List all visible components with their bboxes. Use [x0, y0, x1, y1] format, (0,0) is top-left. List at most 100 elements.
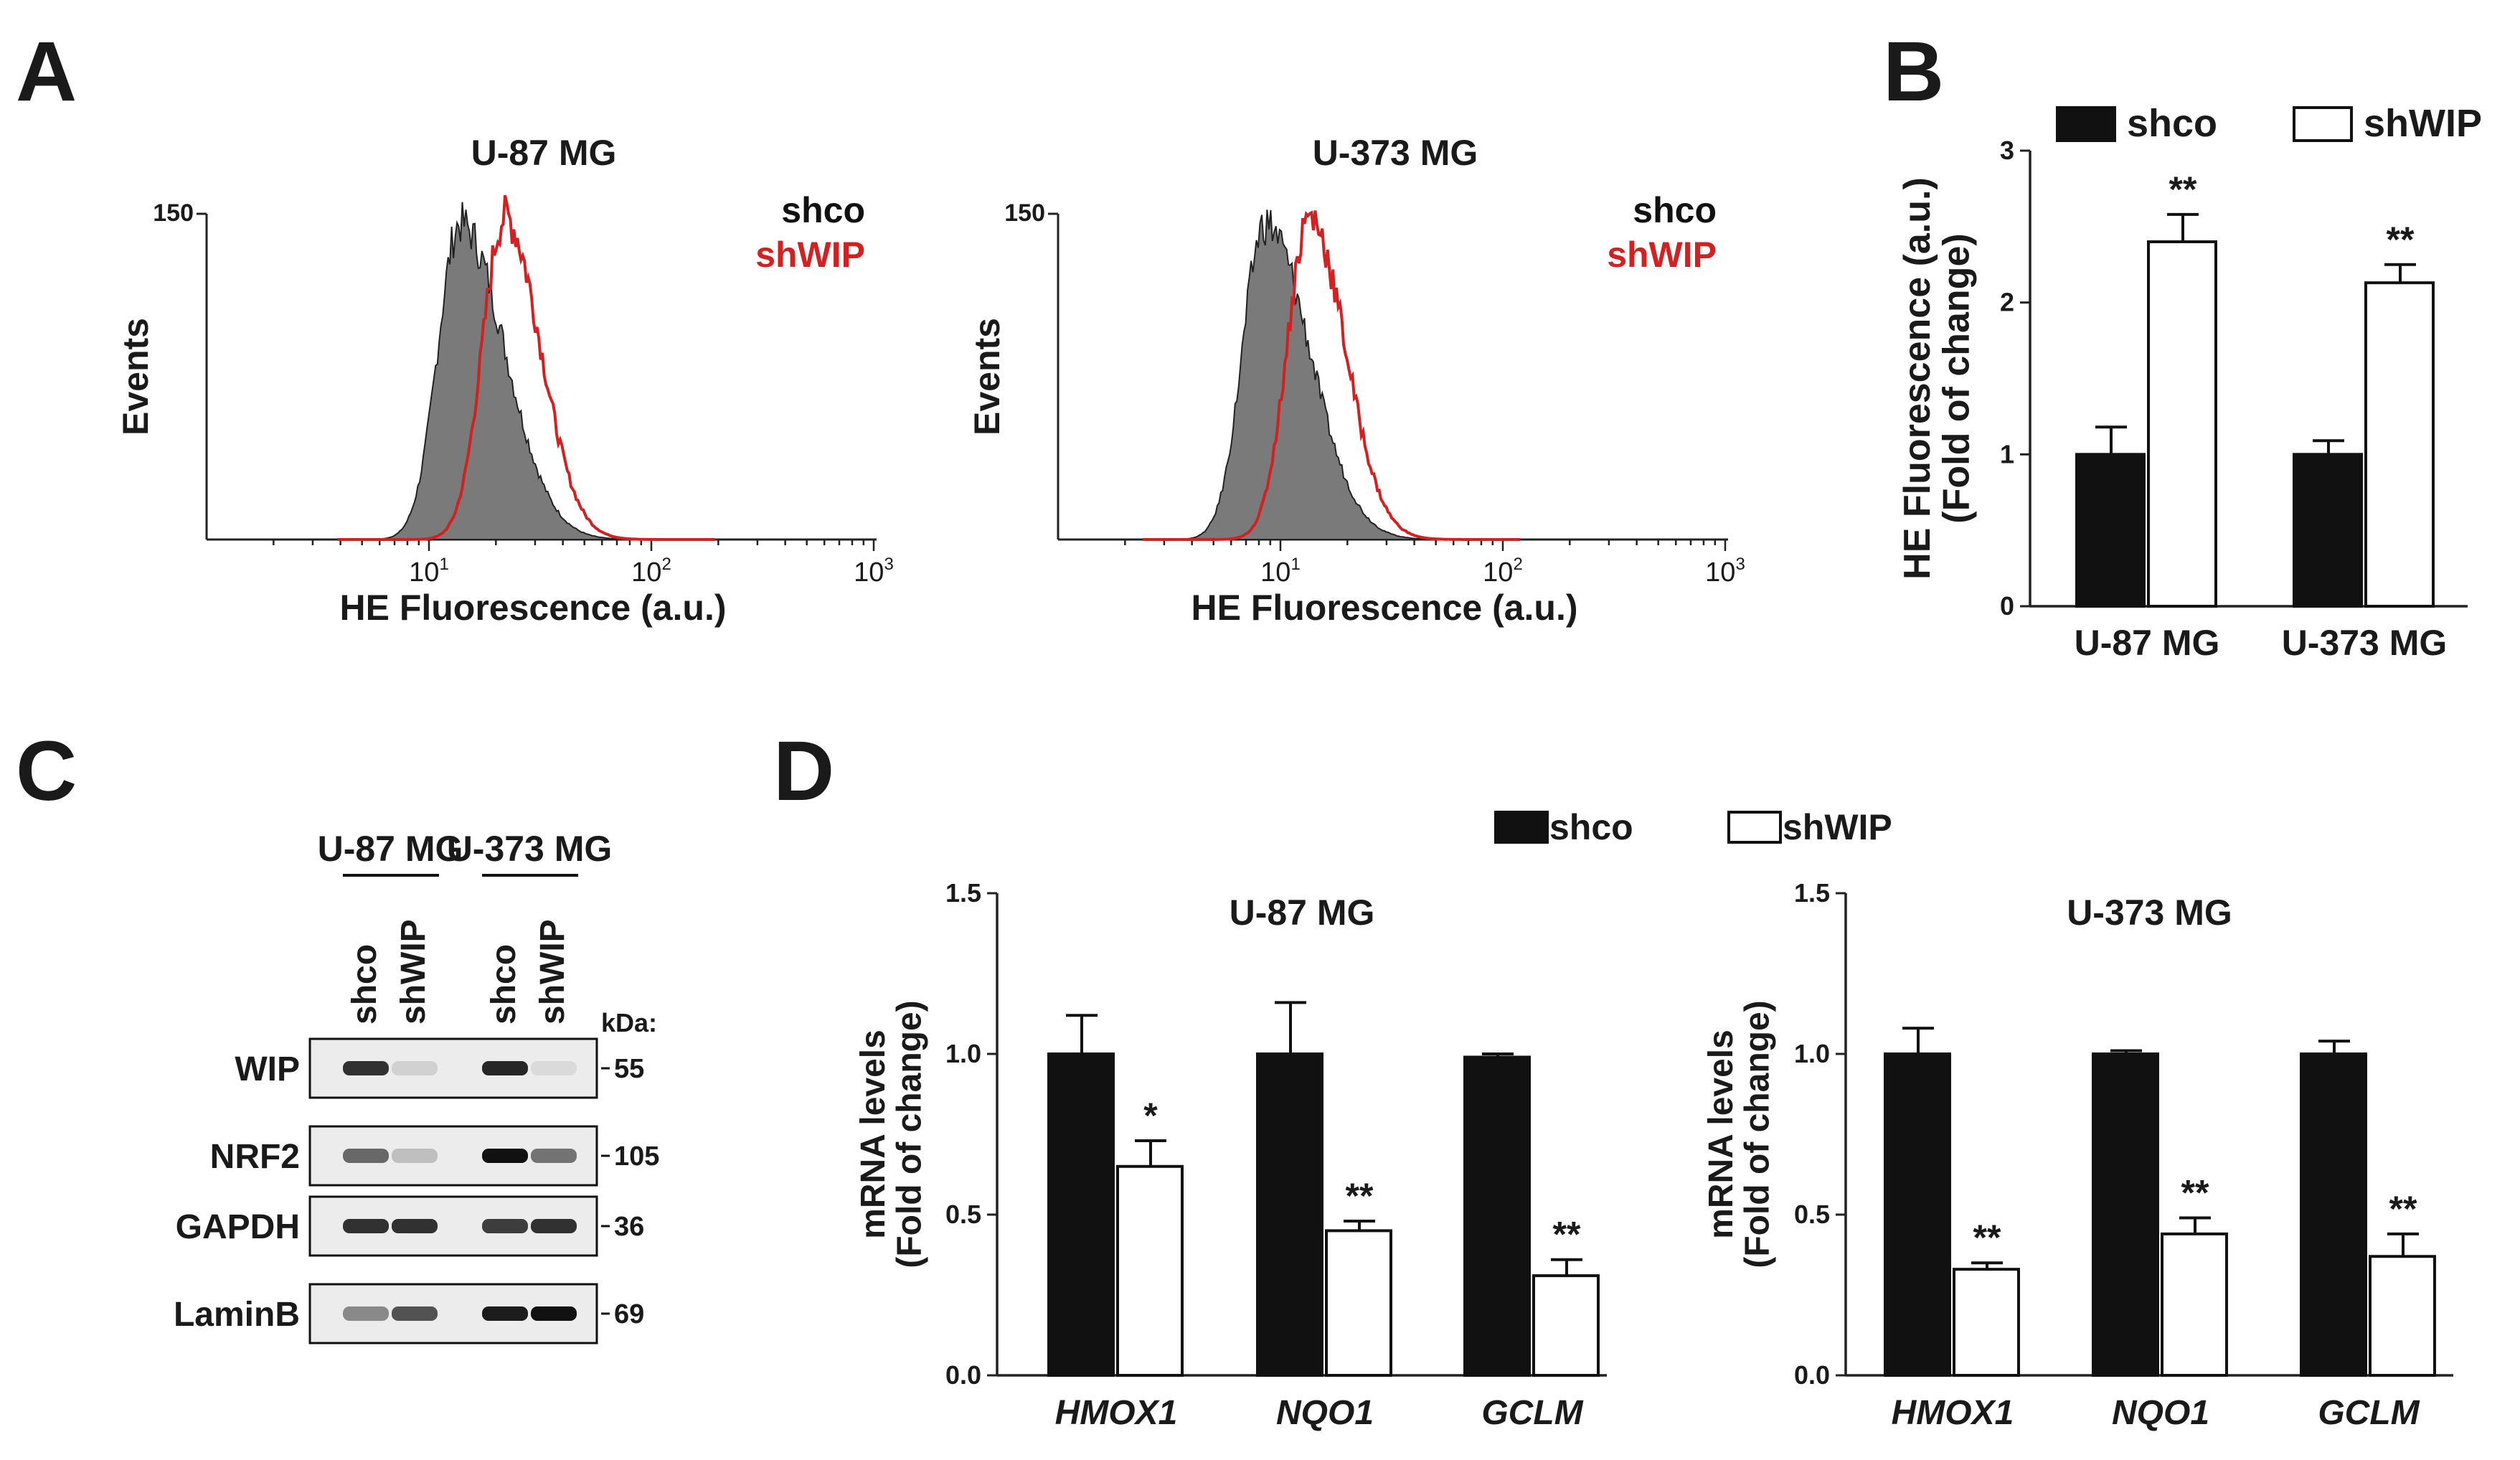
bar-shco-u-373mg: [2293, 453, 2363, 608]
x-category-label: U-373 MG: [2282, 623, 2448, 663]
legend-label-shwip: shWIP: [1783, 807, 1892, 847]
significance-label: **: [2387, 220, 2415, 260]
band: [392, 1061, 438, 1075]
tick-base: 10: [631, 557, 661, 588]
band: [482, 1149, 528, 1163]
y-tick-label: 1.5: [1794, 878, 1830, 908]
y-axis-label: Events: [967, 318, 1007, 435]
protein-label-nrf2: NRF2: [210, 1138, 300, 1176]
shco-histogram-area: [293, 202, 671, 540]
panel-letter-d: D: [773, 724, 834, 819]
bar-chart-he-fluorescence: shco shWIP 0 1 2 3 HE Fluorescence (a.u.)(Fold…: [1897, 102, 2482, 663]
y-tick-label: 1: [2000, 439, 2014, 468]
tick-exponent: 2: [661, 555, 671, 574]
y-tick-label: 2: [2000, 288, 2014, 317]
x-category-label: NQO1: [2112, 1394, 2209, 1432]
y-axis-label-units: (Fold of change): [890, 1000, 928, 1268]
shwip-histogram-line: [1142, 210, 1520, 541]
significance-label: **: [1553, 1215, 1581, 1255]
lane-label-shco: shco: [485, 944, 523, 1025]
tick-base: 10: [1705, 557, 1735, 588]
kda-value: 55: [614, 1054, 644, 1084]
lane-label-shco: shco: [346, 944, 384, 1025]
x-tick-label: 103: [1705, 555, 1745, 588]
bar-shwip-gclm: [2369, 1255, 2436, 1377]
legend-label-shco: shco: [2127, 102, 2217, 145]
x-category-label: NQO1: [1276, 1394, 1374, 1432]
y-tick-label: 0.5: [945, 1200, 981, 1229]
legend-label-shco: shco: [1549, 807, 1633, 847]
bar-shwip-hmox1: [1116, 1164, 1184, 1377]
band: [531, 1219, 577, 1233]
tick-base: 10: [854, 557, 884, 588]
y-tick-label: 1.5: [945, 878, 981, 908]
y-tick-label: 1.0: [945, 1039, 981, 1068]
legend-shwip: shWIP: [1607, 235, 1717, 275]
panel-letter-c: C: [16, 724, 77, 819]
band: [343, 1306, 389, 1321]
bar-chart-mrna-u87: 0.0 0.5 1.0 1.5 mRNA levels(Fold of change) U…: [854, 878, 1607, 1432]
significance-label: **: [2169, 169, 2197, 209]
western-blot: U-87 MGU-373 MG shco shWIP shco shWIP kDa: WIP…: [174, 829, 659, 1344]
lane-label-shwip: shWIP: [534, 919, 572, 1025]
x-tick-label: 101: [409, 555, 449, 588]
y-tick-label: 150: [1004, 199, 1045, 227]
x-tick-label: 101: [1260, 555, 1301, 588]
panel-letter-a: A: [16, 24, 77, 119]
legend-mrna: shco shWIP: [1494, 807, 1892, 847]
tick-base: 10: [409, 557, 439, 588]
significance-label: **: [1346, 1176, 1374, 1216]
significance-label: **: [2181, 1172, 2209, 1212]
x-category-label: GCLM: [2318, 1394, 2420, 1432]
histogram-title: U-373 MG: [1313, 133, 1478, 173]
y-axis-label: HE Fluorescence (a.u.): [1897, 177, 1938, 580]
tick-exponent: 3: [884, 555, 893, 574]
bar-chart-mrna-u373: 0.0 0.5 1.0 1.5 mRNA levels(Fold of change) U…: [1702, 878, 2453, 1432]
band: [392, 1306, 438, 1321]
significance-label: **: [2389, 1189, 2417, 1229]
bar-shco-u-87mg: [2075, 453, 2146, 608]
legend-swatch-shwip: [1727, 811, 1782, 844]
bar-shwip-nqo1: [1325, 1229, 1392, 1377]
bar-shwip-hmox1: [1953, 1268, 2020, 1377]
lane-label-shwip: shWIP: [395, 919, 433, 1025]
chart-title: U-373 MG: [2067, 893, 2232, 933]
significance-label: *: [1143, 1096, 1158, 1136]
bar-shco-hmox1: [1884, 1052, 1951, 1377]
band: [531, 1306, 577, 1321]
shco-histogram-area: [1098, 209, 1476, 540]
y-tick-label: 0.0: [945, 1360, 981, 1390]
band: [531, 1149, 577, 1163]
tick-exponent: 2: [1513, 555, 1522, 574]
y-tick-label: 0: [2000, 591, 2014, 621]
bar-shwip-u-373mg: [2364, 281, 2435, 608]
legend-shco: shco: [1633, 190, 1717, 230]
x-axis-label: HE Fluorescence (a.u.): [339, 588, 726, 628]
protein-label-laminb: LaminB: [174, 1296, 300, 1334]
legend-shwip: shWIP: [755, 235, 865, 275]
legend-swatch-shco: [2056, 106, 2116, 142]
bar-shco-gclm: [2300, 1052, 2367, 1377]
x-category-label: U-87 MG: [2075, 623, 2220, 663]
bar-shco-hmox1: [1047, 1052, 1115, 1377]
bar-shwip-nqo1: [2161, 1232, 2228, 1377]
y-tick-label: 0.5: [1794, 1200, 1830, 1229]
x-tick-label: 103: [854, 555, 894, 588]
significance-label: **: [1973, 1218, 2001, 1258]
y-axis-label: mRNA levels: [854, 1030, 892, 1239]
y-tick-label: 1.0: [1794, 1039, 1830, 1068]
kda-value: 105: [614, 1141, 659, 1172]
band: [343, 1149, 389, 1163]
x-axis-label: HE Fluorescence (a.u.): [1191, 588, 1577, 628]
protein-label-gapdh: GAPDH: [176, 1208, 300, 1246]
legend-swatch-shwip: [2293, 106, 2353, 142]
x-category-label: HMOX1: [1055, 1394, 1178, 1432]
band: [531, 1061, 577, 1075]
band: [343, 1219, 389, 1233]
x-category-label: GCLM: [1481, 1394, 1583, 1432]
cell-line-label: U-87 MG: [318, 829, 463, 869]
x-tick-label: 102: [631, 555, 671, 588]
y-tick-label: 3: [2000, 136, 2014, 165]
